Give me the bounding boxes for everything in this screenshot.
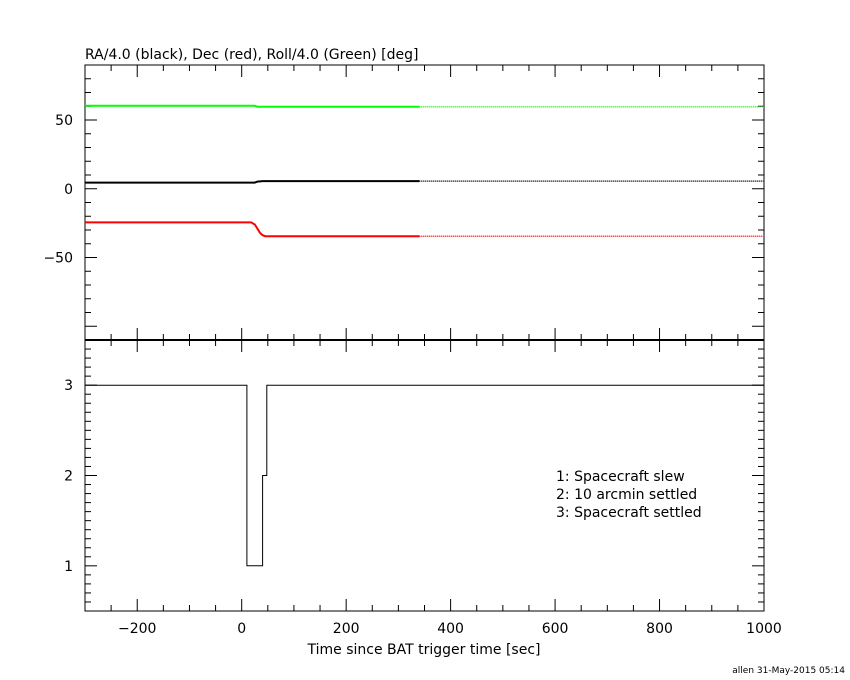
x-tick-label: 200	[333, 621, 360, 637]
top-panel-y-tick-labels: 50 0 −50	[43, 113, 73, 267]
x-tick-labels: −200 0 200 400 600 800 1000	[118, 621, 782, 637]
x-tick-label: 1000	[746, 621, 782, 637]
status-step-line	[85, 384, 764, 567]
bottom-panel-series	[85, 384, 764, 567]
y-tick-label: 2	[64, 469, 73, 485]
legend: 1: Spacecraft slew 2: 10 arcmin settled …	[556, 469, 702, 521]
x-tick-label: 800	[646, 621, 673, 637]
bottom-panel: 3 2 1 −200 0 200 400 600 800 1000 Time since BAT…	[64, 339, 782, 658]
y-tick-label: 50	[55, 113, 73, 129]
series-line-1	[85, 180, 420, 184]
x-tick-label: 400	[437, 621, 464, 637]
y-tick-label: 1	[64, 559, 73, 575]
x-tick-label: 600	[542, 621, 569, 637]
series-line-0	[85, 104, 420, 108]
top-panel: RA/4.0 (black), Dec (red), Roll/4.0 (Gre…	[43, 47, 765, 341]
y-tick-label: −50	[43, 251, 73, 267]
series-line-2	[85, 221, 420, 238]
legend-item-1: 1: Spacecraft slew	[556, 469, 685, 485]
x-tick-label: −200	[118, 621, 156, 637]
top-panel-series	[85, 104, 764, 238]
bottom-panel-ticks	[84, 340, 765, 611]
footer-credit: allen 31-May-2015 05:14	[732, 666, 845, 676]
legend-item-3: 3: Spacecraft settled	[556, 505, 702, 521]
x-axis-label: Time since BAT trigger time [sec]	[307, 642, 541, 658]
y-tick-label: 0	[64, 182, 73, 198]
y-tick-label: 3	[64, 378, 73, 394]
x-tick-label: 0	[237, 621, 246, 637]
bottom-panel-y-tick-labels: 3 2 1	[64, 378, 73, 575]
legend-item-2: 2: 10 arcmin settled	[556, 487, 697, 503]
top-panel-title: RA/4.0 (black), Dec (red), Roll/4.0 (Gre…	[85, 47, 418, 63]
